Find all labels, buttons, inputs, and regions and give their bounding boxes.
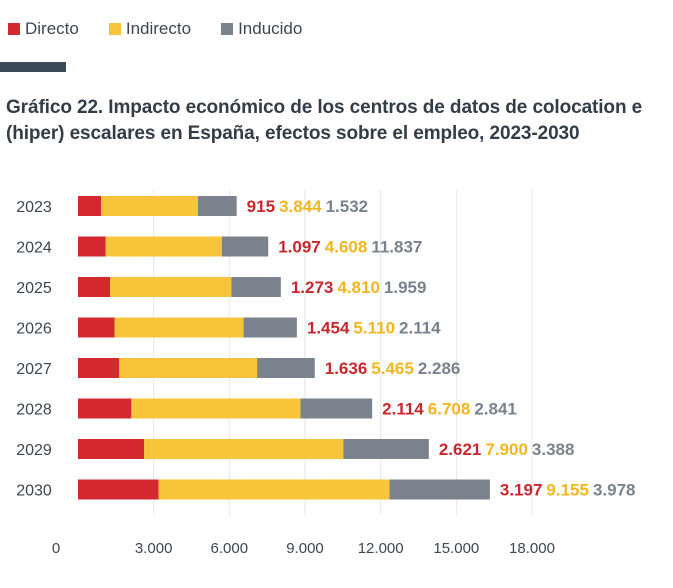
data-label-indirecto-2029: 7.900 — [485, 440, 528, 459]
data-label-inducido-2028: 2.841 — [474, 400, 517, 419]
data-label-directo-2026: 1.454 — [307, 319, 350, 338]
legend-label-indirecto: Indirecto — [125, 19, 192, 38]
bar-indirecto-2025 — [110, 277, 232, 297]
data-label-inducido-2029: 3.388 — [532, 440, 575, 459]
data-label-indirecto-2027: 5.465 — [371, 359, 414, 378]
bar-directo-2025 — [78, 277, 111, 297]
bar-directo-2029 — [78, 439, 145, 459]
data-label-inducido-2024: 11.837 — [371, 238, 422, 257]
bar-directo-2026 — [78, 317, 115, 338]
x-tick-label: 15.000 — [433, 540, 479, 557]
data-label-indirecto-2025: 4.810 — [337, 278, 380, 297]
y-tick-label: 2030 — [16, 483, 52, 500]
x-tick-label: 0 — [52, 540, 60, 557]
legend: Directo Indirecto Inducido — [8, 19, 332, 39]
data-label-directo-2023: 915 — [247, 197, 275, 216]
y-tick-label: 2028 — [16, 402, 52, 419]
legend-item-indirecto: Indirecto — [108, 19, 192, 39]
bar-indirecto-2027 — [119, 358, 258, 378]
y-tick-label: 2026 — [16, 321, 52, 338]
y-tick-label: 2024 — [16, 240, 52, 257]
legend-swatch-directo — [8, 23, 20, 35]
x-tick-label: 9.000 — [286, 540, 324, 557]
x-tick-label: 12.000 — [358, 540, 404, 557]
data-label-indirecto-2024: 4.608 — [325, 238, 368, 257]
bar-directo-2023 — [78, 196, 102, 216]
data-label-indirecto-2030: 9.155 — [546, 481, 589, 500]
data-label-inducido-2023: 1.532 — [326, 197, 369, 216]
data-label-directo-2025: 1.273 — [291, 278, 334, 297]
data-label-directo-2024: 1.097 — [278, 238, 321, 257]
data-label-inducido-2026: 2.114 — [399, 319, 441, 338]
bar-indirecto-2028 — [131, 398, 301, 419]
bar-indirecto-2030 — [158, 479, 390, 500]
data-label-indirecto-2028: 6.708 — [428, 400, 471, 419]
bar-inducido-2028 — [300, 398, 373, 419]
bar-inducido-2027 — [257, 358, 315, 378]
data-label-directo-2030: 3.197 — [500, 481, 543, 500]
x-tick-label: 6.000 — [211, 540, 249, 557]
bar-inducido-2026 — [243, 317, 297, 338]
bar-directo-2027 — [78, 358, 120, 378]
bar-indirecto-2024 — [105, 236, 222, 257]
bar-indirecto-2029 — [144, 439, 344, 459]
bar-inducido-2025 — [231, 277, 281, 297]
data-label-inducido-2027: 2.286 — [418, 359, 461, 378]
data-label-directo-2029: 2.621 — [439, 440, 482, 459]
bar-inducido-2030 — [389, 479, 490, 500]
legend-label-directo: Directo — [25, 19, 79, 38]
legend-item-directo: Directo — [8, 19, 79, 39]
y-tick-label: 2027 — [16, 361, 52, 378]
bar-directo-2024 — [78, 236, 106, 257]
bar-indirecto-2023 — [101, 196, 199, 216]
bar-directo-2028 — [78, 398, 132, 419]
bar-indirecto-2026 — [114, 317, 244, 338]
bar-directo-2030 — [78, 479, 159, 500]
legend-swatch-inducido — [221, 23, 234, 35]
data-label-inducido-2030: 3.978 — [593, 481, 636, 500]
data-label-inducido-2025: 1.959 — [384, 278, 427, 297]
x-tick-label: 18.000 — [509, 540, 555, 557]
data-label-directo-2027: 1.636 — [325, 359, 368, 378]
bar-inducido-2029 — [343, 439, 429, 459]
legend-item-inducido: Inducido — [221, 19, 302, 39]
data-label-directo-2028: 2.114 — [382, 400, 424, 419]
title-accent-bar — [0, 62, 66, 72]
y-tick-label: 2029 — [16, 442, 52, 459]
chart-title: Gráfico 22. Impacto económico de los cen… — [6, 97, 643, 144]
data-label-indirecto-2026: 5.110 — [353, 319, 395, 338]
legend-swatch-indirecto — [108, 23, 121, 35]
legend-label-inducido: Inducido — [238, 19, 303, 38]
x-tick-label: 3.000 — [135, 540, 173, 557]
y-tick-label: 2025 — [16, 280, 52, 297]
data-label-indirecto-2023: 3.844 — [279, 197, 322, 216]
bar-inducido-2024 — [221, 236, 269, 257]
bar-inducido-2023 — [198, 196, 237, 216]
y-tick-label: 2023 — [16, 199, 52, 216]
